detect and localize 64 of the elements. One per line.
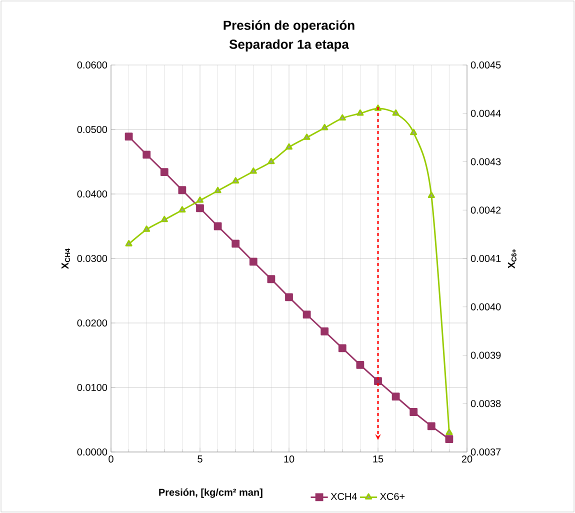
- point: [338, 114, 346, 121]
- y-tick-label: 0.0600: [77, 61, 108, 69]
- point: [446, 428, 453, 435]
- point: [338, 344, 346, 352]
- y-axis-title: X$_{CH4}$: [62, 248, 70, 269]
- point: [410, 408, 418, 416]
- y-tick-label: 0.0000: [77, 448, 108, 456]
- point: [178, 186, 186, 194]
- point: [143, 226, 150, 232]
- x-tick-label: 10: [284, 456, 294, 463]
- point: [160, 216, 168, 222]
- y-tick-label: 0.0500: [77, 126, 108, 134]
- y2-tick-label: 0.0040: [470, 303, 501, 310]
- x-tick-label: 15: [373, 456, 384, 462]
- y-tick-label: 0.0300: [77, 254, 108, 262]
- y2-tick-label: 0.0044: [470, 110, 501, 117]
- point: [196, 204, 204, 212]
- point: [303, 134, 310, 140]
- y2-tick-label: 0.0045: [470, 61, 501, 69]
- point: [320, 327, 329, 336]
- point: [356, 109, 364, 116]
- point: [214, 186, 222, 194]
- point: [196, 196, 204, 203]
- chart-subtitle: Separador 1a etapa: [229, 39, 350, 52]
- legend-label: XC6+: [380, 492, 405, 500]
- point: [302, 310, 311, 319]
- y2-tick-label: 0.0043: [470, 158, 501, 166]
- point: [268, 158, 275, 164]
- point: [427, 422, 436, 430]
- chart-title: Presión de operación: [224, 20, 354, 32]
- y-tick-label: 0.0200: [77, 319, 108, 327]
- point: [142, 150, 151, 159]
- point: [160, 168, 168, 176]
- point: [285, 293, 293, 302]
- y2-tick-label: 0.0037: [470, 448, 501, 456]
- point: [445, 435, 454, 444]
- point: [267, 275, 276, 284]
- y2-axis-title: X$_{C6+}$: [508, 249, 516, 268]
- point: [250, 167, 257, 174]
- point: [285, 143, 293, 150]
- point: [214, 222, 222, 230]
- x-tick-label: 20: [462, 456, 472, 463]
- legend-label: XCH4: [330, 492, 357, 500]
- point: [125, 240, 132, 246]
- point: [392, 109, 400, 116]
- point: [356, 360, 364, 369]
- point: [124, 132, 133, 141]
- point: [392, 392, 400, 400]
- point: [178, 206, 186, 212]
- y2-tick-label: 0.0038: [470, 400, 501, 408]
- y2-tick-label: 0.0041: [470, 254, 501, 262]
- point: [232, 240, 240, 248]
- point: [410, 128, 418, 136]
- y2-tick-label: 0.0042: [470, 206, 501, 214]
- x-tick-label: 5: [198, 456, 202, 462]
- point: [321, 124, 328, 130]
- y-tick-label: 0.0100: [77, 384, 108, 392]
- point: [428, 192, 435, 198]
- y-tick-label: 0.0400: [77, 190, 108, 198]
- point: [232, 177, 240, 184]
- x-tick-label: 0: [108, 456, 114, 463]
- point: [249, 258, 258, 266]
- y2-tick-label: 0.0039: [470, 352, 501, 359]
- x-axis-title: Presión, [kg/cm² man]: [159, 488, 262, 498]
